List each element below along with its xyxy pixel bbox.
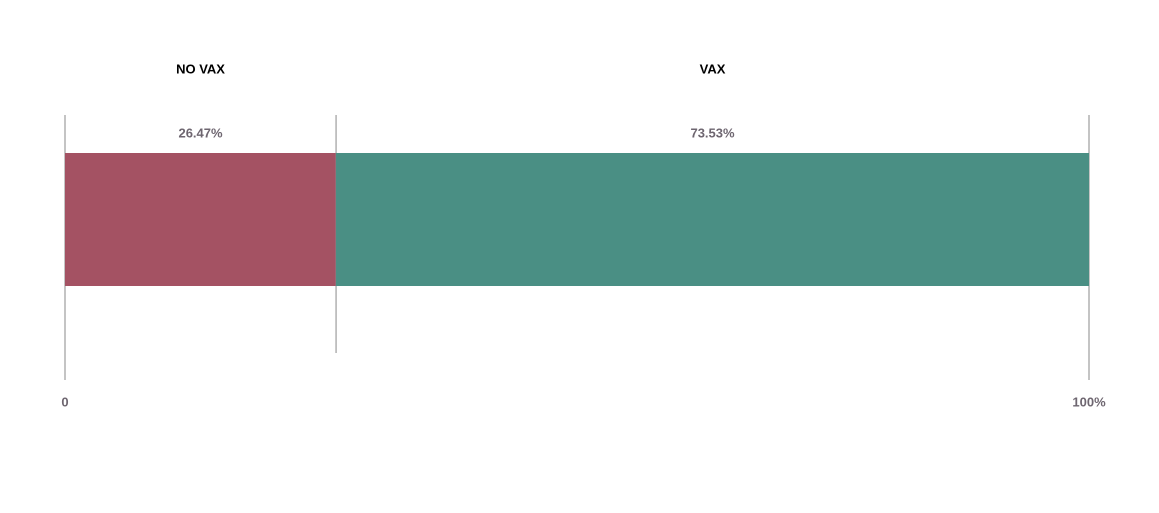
value-label: 26.47% bbox=[178, 125, 223, 140]
x-tick-label: 100% bbox=[1072, 394, 1106, 409]
bar-segment bbox=[65, 153, 337, 286]
x-tick-label: 0 bbox=[61, 394, 68, 409]
bar-segment bbox=[336, 153, 1089, 286]
segment-name: NO VAX bbox=[176, 61, 225, 76]
segment-name: VAX bbox=[700, 61, 726, 76]
value-label: 73.53% bbox=[690, 125, 735, 140]
